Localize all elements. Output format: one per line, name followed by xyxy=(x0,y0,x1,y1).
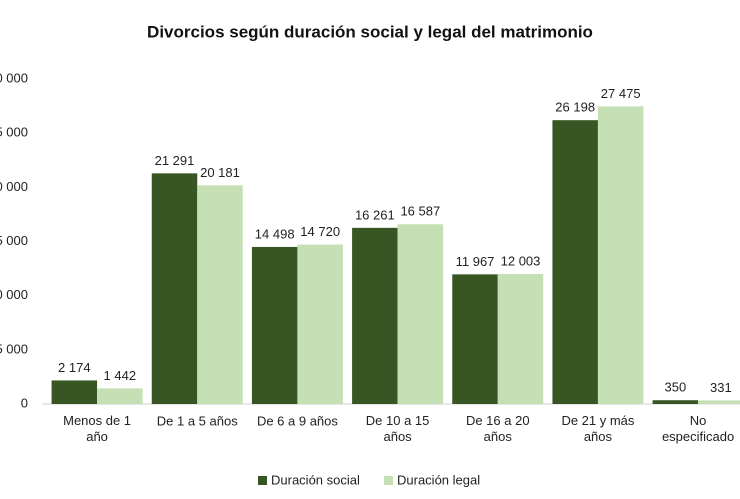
x-tick-label: De 1 a 5 años xyxy=(157,413,238,428)
bar xyxy=(698,400,740,404)
bar xyxy=(297,244,343,404)
data-label: 16 587 xyxy=(400,204,440,219)
data-label: 2 174 xyxy=(58,360,91,375)
bar xyxy=(352,227,398,404)
legend-swatch xyxy=(258,476,267,485)
data-label: 331 xyxy=(710,380,732,395)
data-label: 27 475 xyxy=(601,86,641,101)
y-tick-label: 5 000 xyxy=(0,341,28,356)
bar xyxy=(552,120,598,405)
y-tick-label: 30 000 xyxy=(0,70,28,85)
bar xyxy=(597,106,644,405)
bar xyxy=(51,380,98,404)
x-tick-label: De 10 a 15 años xyxy=(366,413,430,444)
data-label: 350 xyxy=(665,380,687,395)
y-tick-label: 25 000 xyxy=(0,125,28,140)
data-label: 1 442 xyxy=(104,368,137,383)
data-label: 26 198 xyxy=(555,100,595,115)
data-label: 16 261 xyxy=(355,207,395,222)
legend-label: Duración social xyxy=(271,472,360,487)
x-tick-label: Menos de 1 año xyxy=(63,413,131,444)
y-tick-label: 0 xyxy=(21,395,28,410)
y-tick-label: 20 000 xyxy=(0,179,28,194)
data-label: 14 498 xyxy=(255,226,295,241)
legend-swatch xyxy=(384,476,393,485)
x-tick-label: De 16 a 20 años xyxy=(466,413,530,444)
y-tick-label: 10 000 xyxy=(0,287,28,302)
bar xyxy=(452,274,498,404)
bar xyxy=(397,224,444,404)
legend-label: Duración legal xyxy=(397,472,480,487)
bar xyxy=(652,400,699,404)
data-label: 12 003 xyxy=(501,253,541,268)
chart-title: Divorcios según duración social y legal … xyxy=(147,22,593,41)
data-label: 14 720 xyxy=(300,224,340,239)
x-tick-label: De 21 y más años xyxy=(561,413,634,444)
bar xyxy=(151,173,198,404)
bar xyxy=(497,273,544,404)
x-tick-label: De 6 a 9 años xyxy=(257,413,338,428)
data-label: 11 967 xyxy=(456,254,495,269)
x-tick-label: No especificado xyxy=(662,413,734,444)
bar xyxy=(197,185,243,404)
bar xyxy=(97,388,143,404)
data-label: 20 181 xyxy=(200,165,240,180)
bar xyxy=(251,246,298,404)
y-tick-label: 15 000 xyxy=(0,233,28,248)
data-label: 21 291 xyxy=(155,153,195,168)
